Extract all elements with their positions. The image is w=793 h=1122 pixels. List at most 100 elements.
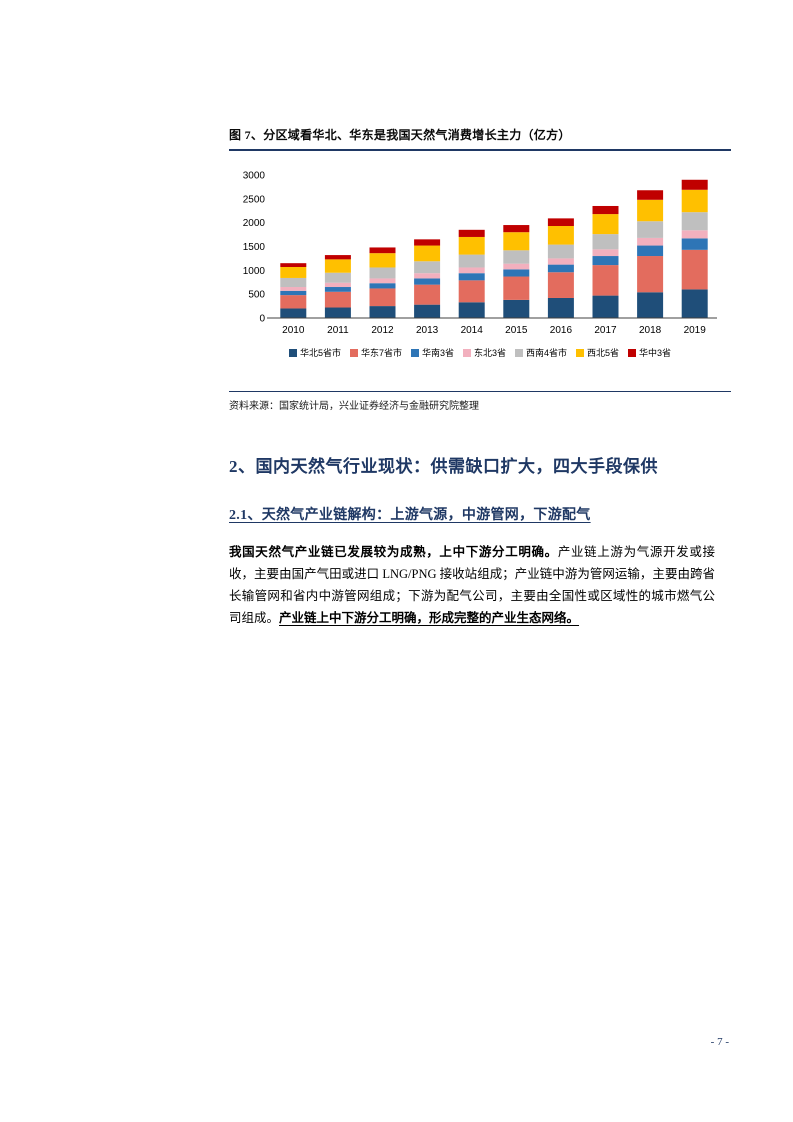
- bar-segment: [637, 237, 664, 246]
- bar-segment: [547, 272, 574, 298]
- paragraph-bold-lead: 我国天然气产业链已发展较为成熟，上中下游分工明确。: [229, 545, 558, 559]
- legend-item: 西南4省市: [515, 346, 567, 359]
- bar-segment: [369, 267, 396, 279]
- legend-swatch: [576, 348, 585, 357]
- legend-item: 华中3省: [628, 346, 671, 359]
- legend-swatch: [462, 348, 471, 357]
- bar-segment: [637, 245, 664, 257]
- bar-segment: [324, 272, 351, 283]
- bar-segment: [637, 190, 664, 200]
- figure-title: 图 7、分区域看华北、华东是我国天然气消费增长主力（亿方）: [229, 128, 571, 142]
- section-heading: 2、国内天然气行业现状：供需缺口扩大，四大手段保供: [229, 457, 658, 476]
- bar-segment: [592, 249, 619, 257]
- page-content: 图 7、分区域看华北、华东是我国天然气消费增长主力（亿方） 0 500 1000 15…: [229, 0, 731, 629]
- x-tick-label: 2010: [282, 325, 305, 336]
- bar-segment: [458, 280, 485, 303]
- legend-label: 华北5省市: [299, 348, 341, 358]
- bar-segment: [324, 291, 351, 308]
- bar-segment: [547, 244, 574, 259]
- bar-segment: [681, 179, 708, 190]
- bar-segment: [324, 282, 351, 288]
- y-tick-label: 2500: [243, 194, 266, 205]
- bar-segment: [503, 225, 530, 233]
- bar-segment: [592, 256, 619, 266]
- subsection-heading: 2.1、天然气产业链解构：上游气源，中游管网，下游配气: [229, 508, 591, 523]
- bar-segment: [681, 212, 708, 231]
- legend-item: 华南3省: [410, 346, 454, 359]
- bar-segment: [280, 263, 307, 267]
- x-tick-label: 2016: [550, 325, 573, 336]
- y-tick-label: 500: [248, 290, 265, 301]
- bar-segment: [280, 308, 307, 318]
- bar-segment: [592, 295, 619, 318]
- bar-segment: [458, 302, 485, 318]
- legend-label: 华中3省: [639, 348, 672, 358]
- paragraph-bold-tail: 产业链上中下游分工明确，形成完整的产业生态网络。: [279, 611, 580, 625]
- legend-label: 华东7省市: [360, 348, 402, 358]
- bar-segment: [547, 297, 574, 318]
- x-tick-label: 2015: [505, 325, 528, 336]
- legend-swatch: [410, 348, 419, 357]
- bar-segment: [280, 290, 307, 296]
- x-tick-label: 2011: [327, 325, 349, 336]
- y-tick-label: 0: [259, 314, 265, 325]
- y-tick-label: 1500: [243, 242, 266, 253]
- page-number: - 7 -: [710, 1036, 729, 1048]
- figure-bottom-rule: [229, 391, 731, 392]
- legend-swatch: [628, 348, 637, 357]
- gas-consumption-chart: 0 500 1000 1500 2000 2500 3000 2010 2011 2012 2013…: [229, 163, 731, 359]
- bar-segment: [503, 269, 530, 277]
- bar-segment: [592, 265, 619, 296]
- bar-segment: [681, 238, 708, 250]
- bar-segment: [547, 218, 574, 227]
- figure-source: 资料来源：国家统计局，兴业证券经济与金融研究院整理: [229, 401, 479, 412]
- bar-segment: [369, 253, 396, 268]
- bar-segment: [681, 189, 708, 213]
- bar-segment: [369, 288, 396, 307]
- bar-segment: [369, 247, 396, 254]
- legend-label: 东北3省: [473, 348, 506, 358]
- bar-segment: [280, 266, 307, 278]
- bar-segment: [547, 258, 574, 265]
- bar-segment: [592, 205, 619, 215]
- bar-segment: [637, 221, 664, 238]
- x-tick-label: 2014: [461, 325, 484, 336]
- bar-segment: [280, 295, 307, 309]
- bar-segment: [503, 263, 530, 270]
- legend-item: 华北5省市: [288, 346, 341, 359]
- paragraph-body-text: 产业链上游为气源开发或接收，主要由国产气田或进口 LNG/PNG 接收站组成；产…: [229, 545, 715, 625]
- x-tick-label: 2013: [416, 325, 439, 336]
- x-tick-label: 2019: [684, 325, 707, 336]
- legend-swatch: [288, 348, 297, 357]
- legend-swatch: [349, 348, 358, 357]
- legend-item: 东北3省: [462, 346, 506, 359]
- bar-segment: [414, 239, 441, 246]
- x-tick-label: 2017: [594, 325, 617, 336]
- bar-segment: [547, 226, 574, 245]
- body-paragraph: 我国天然气产业链已发展较为成熟，上中下游分工明确。产业链上游为气源开发或接收，主…: [229, 541, 715, 629]
- y-tick-label: 1000: [243, 266, 266, 277]
- bar-segment: [547, 264, 574, 273]
- bar-segment: [458, 267, 485, 274]
- bar-segment: [324, 255, 351, 260]
- x-tick-label: 2012: [371, 325, 394, 336]
- x-tick-label: 2018: [639, 325, 662, 336]
- bar-segment: [681, 249, 708, 290]
- bar-segment: [414, 245, 441, 262]
- bar-segment: [592, 214, 619, 235]
- bar-segment: [369, 306, 396, 318]
- bar-segment: [637, 256, 664, 293]
- legend-item: 西北5省: [576, 346, 619, 359]
- bar-segment: [458, 236, 485, 255]
- bar-segment: [681, 289, 708, 318]
- bar-segment: [458, 254, 485, 268]
- bar-segment: [637, 292, 664, 318]
- bar-segment: [503, 232, 530, 251]
- bar-segment: [369, 278, 396, 284]
- bar-segment: [324, 307, 351, 318]
- legend-label: 华南3省: [421, 348, 454, 358]
- chart-legend: 华北5省市 华东7省市 华南3省 东北3省 西南4省市 西北5省 华中3省: [229, 346, 731, 359]
- bar-segment: [458, 229, 485, 237]
- bar-segment: [414, 284, 441, 305]
